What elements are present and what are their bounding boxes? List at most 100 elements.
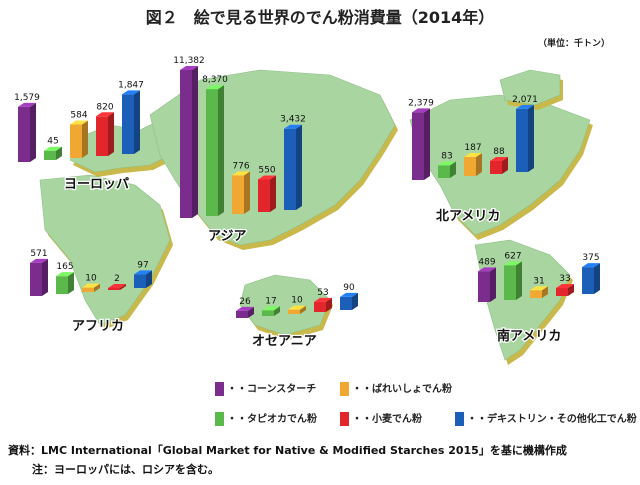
bar-0-tapioca	[44, 146, 62, 160]
bar-top	[516, 104, 534, 109]
bar-side	[450, 161, 456, 178]
bar-top	[56, 272, 74, 277]
bar-side	[42, 258, 48, 296]
source-note: 資料：LMC International「Global Market for N…	[8, 444, 567, 457]
bar-side	[270, 175, 276, 212]
bar-value-label-4-corn: 26	[239, 297, 251, 307]
bar-front	[314, 301, 326, 312]
bars-layer	[18, 66, 600, 318]
bar-2-corn	[412, 108, 430, 180]
bar-side	[146, 270, 152, 288]
bar-value-label-2-dextrin: 2,071	[512, 95, 538, 105]
land-africa	[39, 174, 173, 330]
bar-value-label-4-dextrin: 90	[343, 283, 355, 293]
bar-top	[438, 161, 456, 166]
bar-side	[274, 306, 280, 316]
bar-2-potato	[464, 153, 482, 176]
bar-front	[18, 106, 30, 162]
bar-top	[30, 258, 48, 263]
bar-value-label-0-tapioca: 45	[47, 137, 58, 147]
legend-swatch-corn	[215, 382, 224, 396]
bar-top	[504, 261, 522, 266]
bar-1-wheat	[258, 175, 276, 212]
map-svg: 1,579 45 584 820 1,847 ヨーロッパ 11,382 8,370 776 550…	[14, 56, 600, 365]
bar-side	[30, 102, 36, 162]
bar-5-potato	[530, 286, 548, 298]
bar-top	[232, 171, 250, 176]
region-label-4: オセアニア	[252, 334, 317, 349]
bar-2-tapioca	[438, 161, 456, 178]
bar-value-label-2-corn: 2,379	[408, 98, 434, 108]
land-south-america	[474, 239, 573, 365]
bar-side	[594, 263, 600, 294]
bar-side	[502, 156, 508, 174]
bar-0-wheat	[96, 112, 114, 156]
bar-value-label-5-tapioca: 627	[504, 251, 521, 261]
bar-side	[424, 108, 430, 180]
bar-front	[82, 287, 94, 292]
legend-label-wheat: ・・小麦でん粉	[352, 414, 422, 425]
bar-front	[464, 157, 476, 176]
bar-front	[134, 274, 146, 288]
bar-value-label-3-potato: 10	[85, 274, 97, 284]
bar-front	[44, 150, 56, 160]
region-label-1: アジア	[208, 229, 246, 244]
bar-value-label-2-tapioca: 83	[441, 151, 452, 161]
bar-value-label-0-dextrin: 1,847	[118, 80, 144, 90]
bar-top	[314, 297, 332, 302]
bar-top	[262, 306, 280, 311]
bar-front	[438, 165, 450, 178]
legend-item-dextrin: ・・デキストリン・その他化工でん粉	[455, 410, 637, 426]
bar-4-wheat	[314, 297, 332, 312]
bar-value-label-4-wheat: 53	[317, 288, 328, 298]
bar-top	[284, 124, 302, 129]
bar-value-label-1-dextrin: 3,432	[280, 115, 306, 125]
bar-front	[70, 124, 82, 158]
bar-value-label-5-potato: 31	[533, 276, 544, 286]
bar-side	[218, 85, 224, 217]
bar-front	[180, 70, 192, 218]
bar-top	[556, 284, 574, 289]
bar-front	[56, 276, 68, 294]
bar-front	[530, 290, 542, 298]
bar-value-label-3-wheat: 2	[114, 274, 120, 284]
bar-value-label-2-potato: 187	[464, 143, 481, 153]
bar-top	[478, 267, 496, 272]
region-label-5: 南アメリカ	[497, 328, 561, 344]
bar-top	[464, 153, 482, 158]
bar-top	[134, 270, 152, 275]
bar-value-label-3-tapioca: 165	[56, 262, 73, 272]
bar-top	[96, 112, 114, 117]
bar-top	[18, 102, 36, 107]
legend-swatch-dextrin	[455, 412, 464, 426]
legend-item-wheat: ・・小麦でん粉	[340, 410, 422, 426]
bar-value-label-1-wheat: 550	[258, 165, 275, 175]
region-label-0: ヨーロッパ	[64, 177, 129, 192]
chart-title: 図２ 絵で見る世界のでん粉消費量（2014年）	[145, 8, 495, 27]
bar-0-potato	[70, 120, 88, 158]
bar-top	[490, 156, 508, 161]
bar-side	[68, 272, 74, 294]
bar-3-wheat	[108, 284, 126, 290]
bar-side	[326, 297, 332, 312]
bar-side	[300, 305, 306, 314]
labels-layer: 1,579 45 584 820 1,847 ヨーロッパ 11,382 8,370 776 550…	[14, 56, 599, 350]
bar-value-label-5-wheat: 33	[559, 274, 570, 284]
bar-top	[236, 306, 254, 311]
bar-value-label-4-potato: 10	[291, 296, 303, 306]
bar-side	[82, 120, 88, 158]
bar-top	[44, 146, 62, 151]
bar-1-corn	[180, 66, 198, 218]
bar-top	[258, 175, 276, 180]
bar-3-potato	[82, 283, 100, 292]
bar-front	[108, 288, 120, 290]
bar-side	[108, 112, 114, 156]
bar-front	[236, 310, 248, 318]
bar-top	[122, 90, 140, 95]
bar-top	[288, 305, 306, 310]
bar-side	[56, 146, 62, 160]
unit-label: （単位：千トン）	[537, 39, 610, 49]
region-label-3: アフリカ	[72, 319, 124, 334]
bar-value-label-3-corn: 571	[30, 249, 47, 259]
bar-side	[476, 153, 482, 176]
